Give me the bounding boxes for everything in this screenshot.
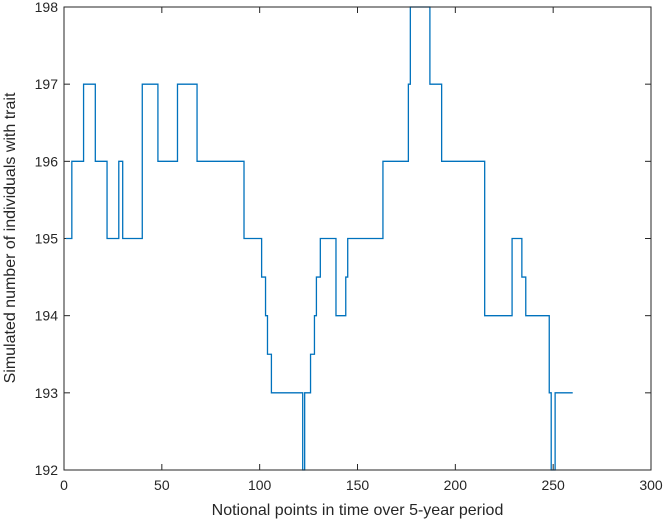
y-tick-label: 197 <box>35 76 59 92</box>
x-tick-label: 200 <box>444 477 468 493</box>
x-tick-labels: 0 50 100 150 200 250 300 <box>60 477 663 493</box>
x-axis-title: Notional points in time over 5-year peri… <box>212 502 504 519</box>
y-tick-labels: 192 193 194 195 196 197 198 <box>35 0 59 478</box>
x-tick-label: 50 <box>154 477 170 493</box>
x-tick-label: 0 <box>60 477 68 493</box>
y-tick-label: 192 <box>35 462 59 478</box>
y-tick-label: 195 <box>35 231 59 247</box>
y-tick-label: 198 <box>35 0 59 15</box>
y-axis-title: Simulated number of individuals with tra… <box>2 92 19 383</box>
x-tick-label: 100 <box>248 477 272 493</box>
y-tick-label: 194 <box>35 308 59 324</box>
plot-frame <box>63 6 652 471</box>
x-tick-label: 250 <box>541 477 565 493</box>
x-tick-label: 150 <box>346 477 370 493</box>
y-tick-label: 193 <box>35 385 59 401</box>
series-line <box>65 6 573 471</box>
y-tick-label: 196 <box>35 153 59 169</box>
x-tick-label: 300 <box>639 477 663 493</box>
